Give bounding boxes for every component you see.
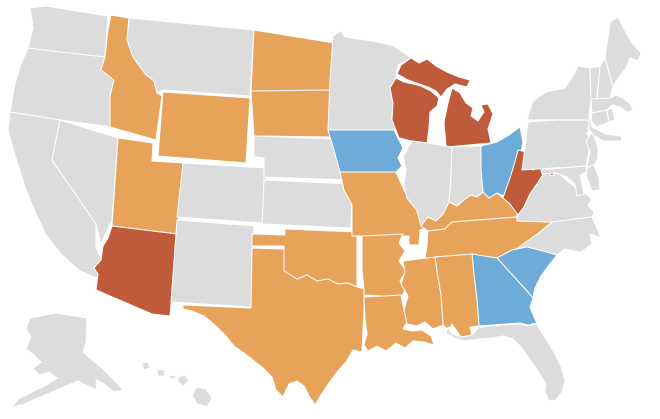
state-virginia[interactable] <box>516 170 595 223</box>
state-kansas[interactable] <box>261 179 353 229</box>
state-michigan-upper-peninsula[interactable] <box>396 57 471 98</box>
state-delaware[interactable] <box>585 164 601 192</box>
state-hawaii-maui[interactable] <box>177 374 190 387</box>
state-connecticut[interactable] <box>590 109 610 128</box>
state-maryland[interactable] <box>540 165 588 197</box>
state-colorado[interactable] <box>176 162 267 224</box>
state-rhode-island[interactable] <box>606 107 616 123</box>
state-arkansas[interactable] <box>361 233 407 298</box>
state-iowa[interactable] <box>327 129 404 173</box>
state-south-dakota[interactable] <box>250 89 335 138</box>
state-florida[interactable] <box>445 323 566 402</box>
state-alaska[interactable] <box>9 312 124 409</box>
state-new-york[interactable] <box>526 65 623 142</box>
state-arizona[interactable] <box>93 225 178 317</box>
state-new-mexico[interactable] <box>170 219 255 308</box>
state-wyoming[interactable] <box>157 91 251 164</box>
state-mississippi[interactable] <box>400 256 444 330</box>
state-hawaii-oahu[interactable] <box>156 368 166 377</box>
state-pennsylvania[interactable] <box>521 117 593 171</box>
state-maine[interactable] <box>604 16 642 88</box>
state-north-dakota[interactable] <box>250 29 335 92</box>
state-hawaii-kauai[interactable] <box>141 361 151 371</box>
state-michigan-lower-peninsula[interactable] <box>443 87 494 148</box>
state-new-hampshire[interactable] <box>596 57 614 100</box>
state-hawaii-molokai[interactable] <box>168 374 177 380</box>
state-hawaii-big-island[interactable] <box>191 386 213 408</box>
state-wisconsin[interactable] <box>389 77 440 144</box>
state-texas[interactable] <box>182 247 365 406</box>
